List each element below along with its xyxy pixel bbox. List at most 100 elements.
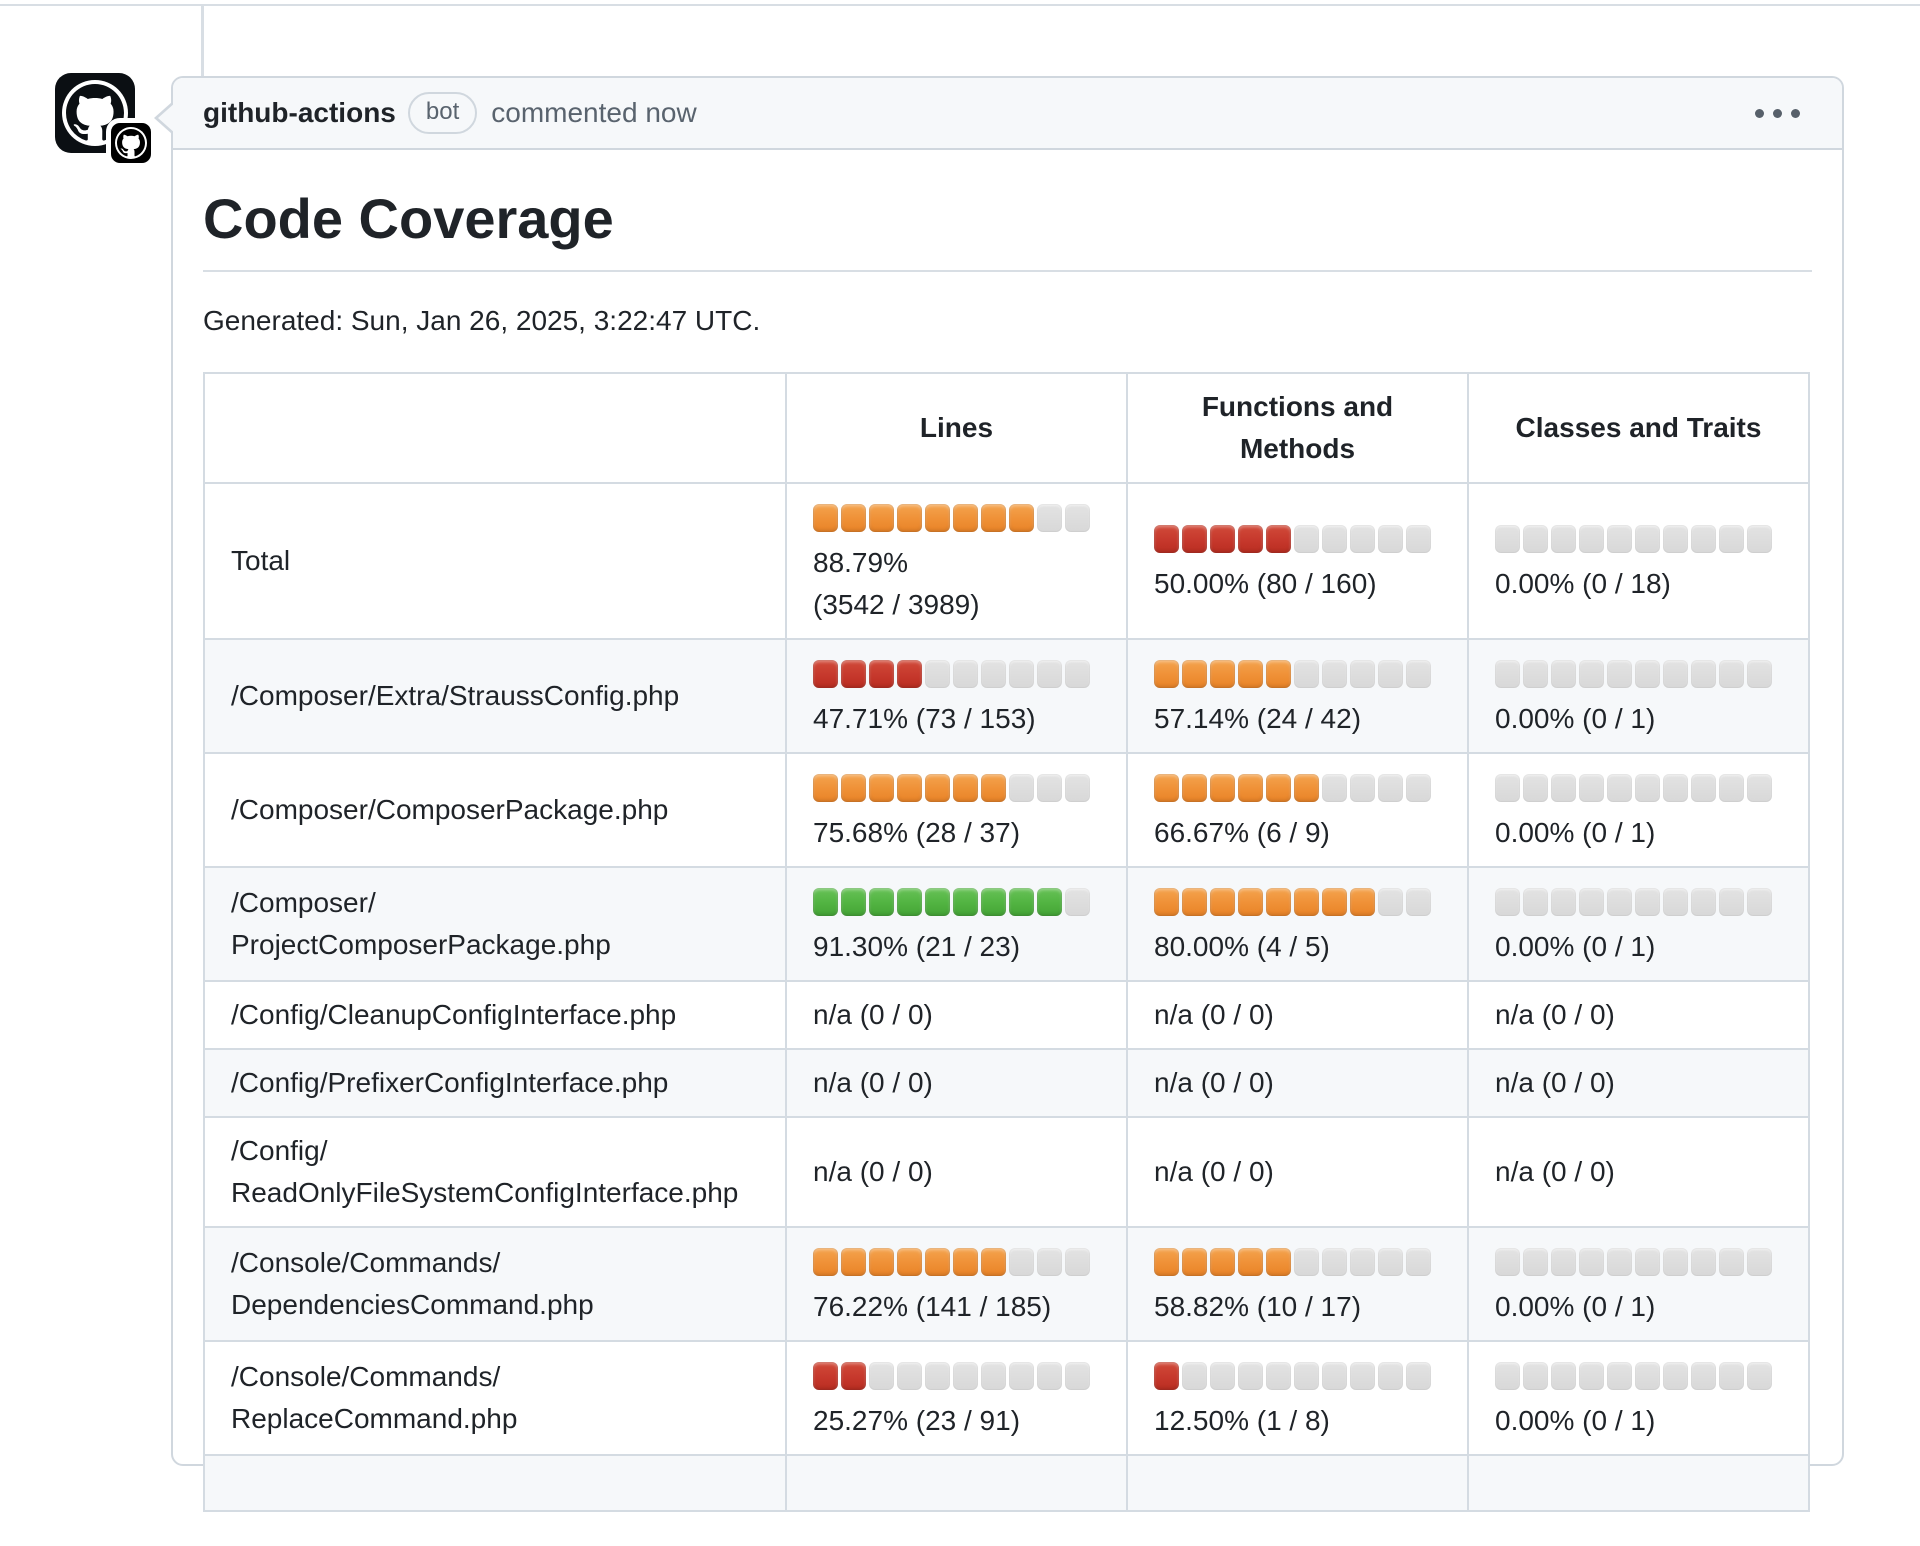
bar-segment <box>1406 660 1431 688</box>
coverage-bar <box>813 1362 1100 1390</box>
coverage-value: n/a (0 / 0) <box>1495 999 1615 1030</box>
bar-segment <box>1579 774 1604 802</box>
file-label: /Config/PrefixerConfigInterface.php <box>203 1048 787 1118</box>
coverage-bar <box>1154 525 1441 553</box>
bar-segment <box>1182 1248 1207 1276</box>
functions-cell: n/a (0 / 0) <box>1126 1048 1469 1118</box>
bar-segment <box>1551 1362 1576 1390</box>
bar-segment <box>1406 888 1431 916</box>
coverage-bar <box>1495 660 1782 688</box>
bar-segment <box>1691 774 1716 802</box>
coverage-bar <box>1154 1362 1441 1390</box>
bar-segment <box>1294 774 1319 802</box>
bar-segment <box>1009 774 1034 802</box>
github-actions-avatar[interactable] <box>55 73 135 153</box>
bar-segment <box>1747 888 1772 916</box>
bar-segment <box>1238 1248 1263 1276</box>
table-row: /Console/Commands/ ReplaceCommand.php 25… <box>203 1340 1810 1456</box>
bar-segment <box>1607 888 1632 916</box>
coverage-bar <box>1495 525 1782 553</box>
bar-segment <box>841 660 866 688</box>
bar-segment <box>1663 774 1688 802</box>
bar-segment <box>1266 525 1291 553</box>
coverage-bar <box>1495 1248 1782 1276</box>
bar-segment <box>1663 525 1688 553</box>
kebab-dot <box>1773 108 1782 118</box>
file-label: /Config/CleanupConfigInterface.php <box>203 980 787 1050</box>
bar-segment <box>897 888 922 916</box>
file-label: /Console/Commands/ ReplaceCommand.php <box>203 1340 787 1456</box>
bar-segment <box>1238 525 1263 553</box>
bar-segment <box>1747 1362 1772 1390</box>
bar-segment <box>1350 774 1375 802</box>
coverage-value: n/a (0 / 0) <box>813 999 933 1030</box>
avatar-badge-disc <box>115 127 147 159</box>
bar-segment <box>1495 774 1520 802</box>
comment-author-link[interactable]: github-actions <box>203 97 396 128</box>
bar-segment <box>1551 525 1576 553</box>
table-row: /Console/Commands/ DependenciesCommand.p… <box>203 1226 1810 1342</box>
functions-cell: n/a (0 / 0) <box>1126 1116 1469 1228</box>
bar-segment <box>1009 888 1034 916</box>
generated-timestamp: Generated: Sun, Jan 26, 2025, 3:22:47 UT… <box>203 305 761 336</box>
bar-segment <box>813 660 838 688</box>
bar-segment <box>1065 774 1090 802</box>
coverage-bar <box>1154 774 1441 802</box>
bar-segment <box>1037 1248 1062 1276</box>
lines-cell: 25.27% (23 / 91) <box>785 1340 1128 1456</box>
functions-cell: n/a (0 / 0) <box>1126 980 1469 1050</box>
bar-segment <box>1182 525 1207 553</box>
coverage-value: n/a (0 / 0) <box>1154 999 1274 1030</box>
bar-segment <box>1551 774 1576 802</box>
lines-cell: n/a (0 / 0) <box>785 980 1128 1050</box>
coverage-value: 58.82% (10 / 17) <box>1154 1291 1362 1322</box>
lines-cell: 47.71% (73 / 153) <box>785 638 1128 754</box>
bar-segment <box>1607 774 1632 802</box>
bar-segment <box>1154 1362 1179 1390</box>
file-label: /Composer/ComposerPackage.php <box>203 752 787 868</box>
bar-segment <box>1691 1248 1716 1276</box>
kebab-dot <box>1755 108 1764 118</box>
bar-segment <box>1238 660 1263 688</box>
file-label: Total <box>203 482 787 640</box>
coverage-bar <box>813 774 1100 802</box>
bar-segment <box>869 1362 894 1390</box>
bar-segment <box>841 888 866 916</box>
bar-segment <box>1579 525 1604 553</box>
coverage-value: 57.14% (24 / 42) <box>1154 703 1362 734</box>
bar-segment <box>925 774 950 802</box>
bar-segment <box>1378 888 1403 916</box>
lines-cell: 75.68% (28 / 37) <box>785 752 1128 868</box>
bar-segment <box>1294 1362 1319 1390</box>
bar-segment <box>1523 888 1548 916</box>
bar-segment <box>1635 660 1660 688</box>
bar-segment <box>1266 1362 1291 1390</box>
coverage-bar <box>1495 1362 1782 1390</box>
bar-segment <box>1210 660 1235 688</box>
functions-cell: 66.67% (6 / 9) <box>1126 752 1469 868</box>
bar-segment <box>1378 1248 1403 1276</box>
bar-segment <box>981 1248 1006 1276</box>
table-row: /Composer/ ProjectComposerPackage.php 91… <box>203 866 1810 982</box>
coverage-value: n/a (0 / 0) <box>1154 1067 1274 1098</box>
github-octocat-icon <box>117 129 145 157</box>
bar-segment <box>1210 774 1235 802</box>
classes-cell: 0.00% (0 / 1) <box>1467 1226 1810 1342</box>
bar-segment <box>1663 1248 1688 1276</box>
classes-cell: 0.00% (0 / 1) <box>1467 866 1810 982</box>
bar-segment <box>813 774 838 802</box>
bar-segment <box>1037 1362 1062 1390</box>
coverage-value: 0.00% (0 / 18) <box>1495 568 1671 599</box>
bar-segment <box>981 504 1006 532</box>
bar-segment <box>925 888 950 916</box>
comment-timestamp[interactable]: commented now <box>491 97 697 128</box>
lines-cell: n/a (0 / 0) <box>785 1116 1128 1228</box>
bar-segment <box>869 774 894 802</box>
bar-segment <box>1350 888 1375 916</box>
file-label: /Config/ ReadOnlyFileSystemConfigInterfa… <box>203 1116 787 1228</box>
kebab-menu-button[interactable] <box>1747 101 1808 126</box>
bar-segment <box>1294 1248 1319 1276</box>
bar-segment <box>1154 1248 1179 1276</box>
bar-segment <box>1523 525 1548 553</box>
bar-segment <box>925 660 950 688</box>
